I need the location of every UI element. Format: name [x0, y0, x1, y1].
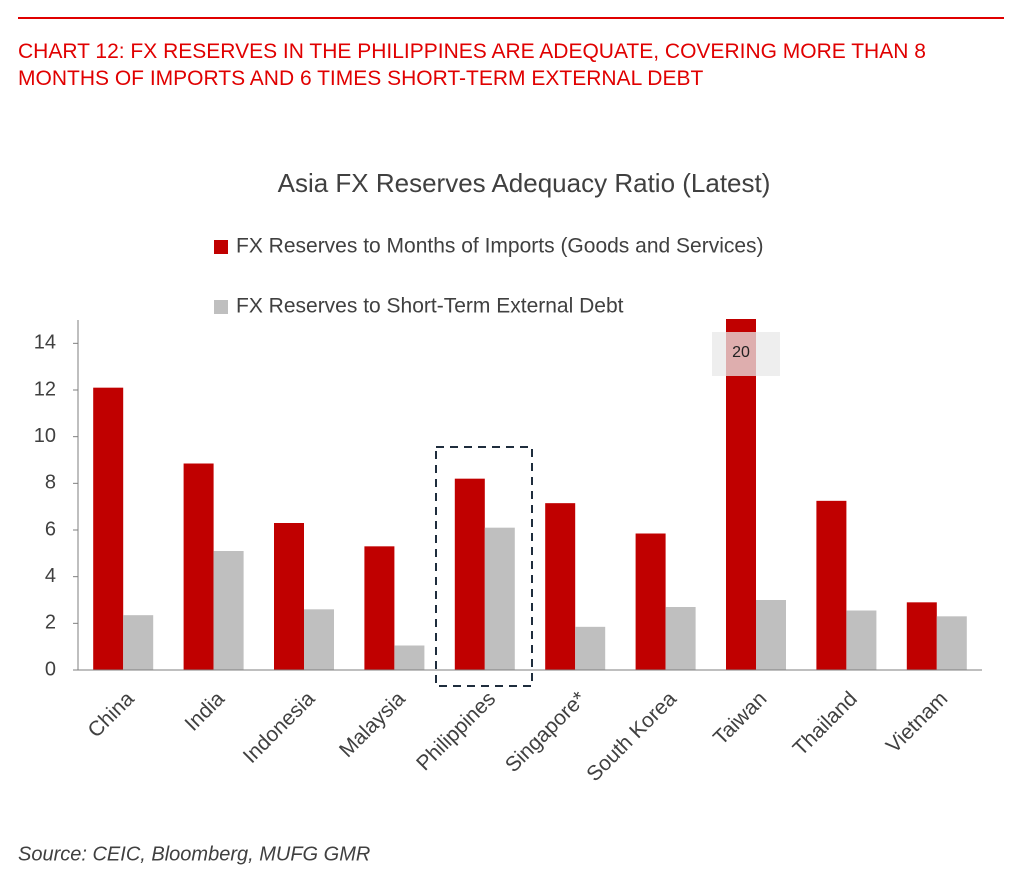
bar — [484, 527, 515, 670]
y-tick-label: 14 — [34, 332, 56, 354]
bar — [394, 645, 425, 670]
bar — [364, 546, 395, 670]
bar — [183, 463, 214, 670]
bar — [274, 523, 304, 670]
header-rule — [18, 17, 1004, 19]
x-tick-label: India — [181, 687, 230, 736]
legend-swatch — [214, 300, 228, 314]
y-tick-label: 6 — [45, 518, 56, 540]
header-title: CHART 12: FX RESERVES IN THE PHILIPPINES… — [18, 40, 926, 90]
bar — [726, 319, 756, 671]
data-label-bg — [712, 332, 780, 376]
bar — [906, 602, 937, 670]
x-tick-label: Taiwan — [709, 687, 771, 749]
bar — [304, 609, 334, 670]
data-label: 20 — [732, 344, 750, 361]
plot-area — [93, 319, 967, 671]
bar — [846, 610, 877, 670]
x-tick-label: Vietnam — [882, 687, 952, 757]
bar — [123, 615, 154, 670]
x-tick-label: Malaysia — [335, 687, 410, 762]
bar — [93, 387, 124, 670]
legend-label: FX Reserves to Short-Term External Debt — [236, 295, 624, 318]
bar — [816, 500, 847, 670]
source: Source: CEIC, Bloomberg, MUFG GMR — [18, 843, 370, 865]
bar — [665, 607, 696, 670]
legend-label: FX Reserves to Months of Imports (Goods … — [236, 235, 764, 258]
x-tick-label: Singapore* — [501, 687, 591, 777]
bar — [454, 478, 485, 670]
x-tick-label: Indonesia — [239, 687, 320, 768]
bar — [756, 600, 786, 670]
legend-swatch — [214, 240, 228, 254]
y-tick-label: 0 — [45, 658, 56, 680]
y-tick-label: 4 — [45, 565, 56, 587]
y-tick-label: 2 — [45, 612, 56, 634]
y-tick-label: 8 — [45, 472, 56, 494]
y-tick-label: 10 — [34, 425, 56, 447]
x-tick-label: Philippines — [412, 687, 500, 775]
bar — [635, 533, 666, 670]
bar — [213, 551, 244, 670]
x-tick-label: Thailand — [789, 687, 862, 760]
x-tick-label: South Korea — [582, 687, 681, 786]
bar — [936, 616, 967, 670]
x-tick-label: China — [84, 687, 139, 742]
bar — [545, 503, 576, 670]
y-tick-label: 12 — [34, 378, 56, 400]
chart-title: Asia FX Reserves Adequacy Ratio (Latest) — [278, 168, 771, 198]
bar — [575, 626, 606, 670]
highlight-box — [435, 446, 533, 687]
